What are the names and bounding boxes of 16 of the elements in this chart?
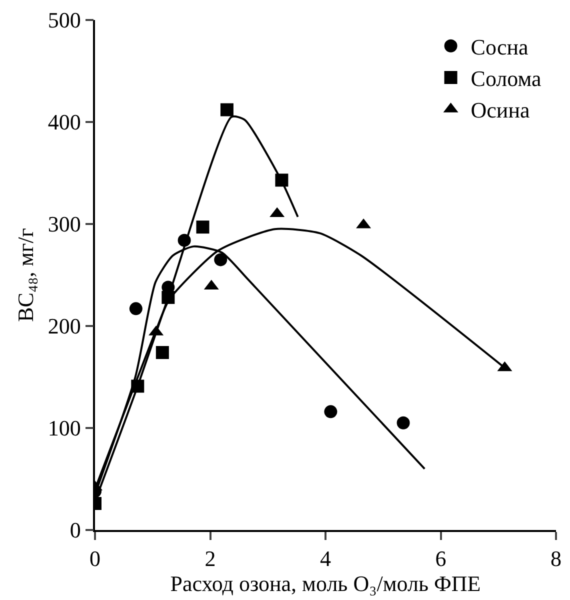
x-tick-label: 2 [204,546,216,572]
y-tick-label: 300 [48,212,81,237]
y-tick-label: 0 [70,518,81,543]
x-axis-title: Расход озона, моль O₃/моль ФПЕ [170,571,481,596]
legend-label: Сосна [470,34,529,60]
y-tick-label: 500 [48,8,81,33]
legend-label: Солома [470,66,542,92]
x-tick-label: 4 [320,546,331,572]
y-axis-title: BC₄₈, мг/г [13,228,38,322]
y-tick-label: 200 [48,314,81,339]
y-tick-label: 400 [48,110,81,135]
x-tick-label: 6 [435,546,446,572]
legend-label: Осина [470,98,530,123]
x-tick-label: 0 [90,546,100,572]
x-tick-label: 8 [550,546,562,572]
y-tick-label: 100 [48,416,81,441]
